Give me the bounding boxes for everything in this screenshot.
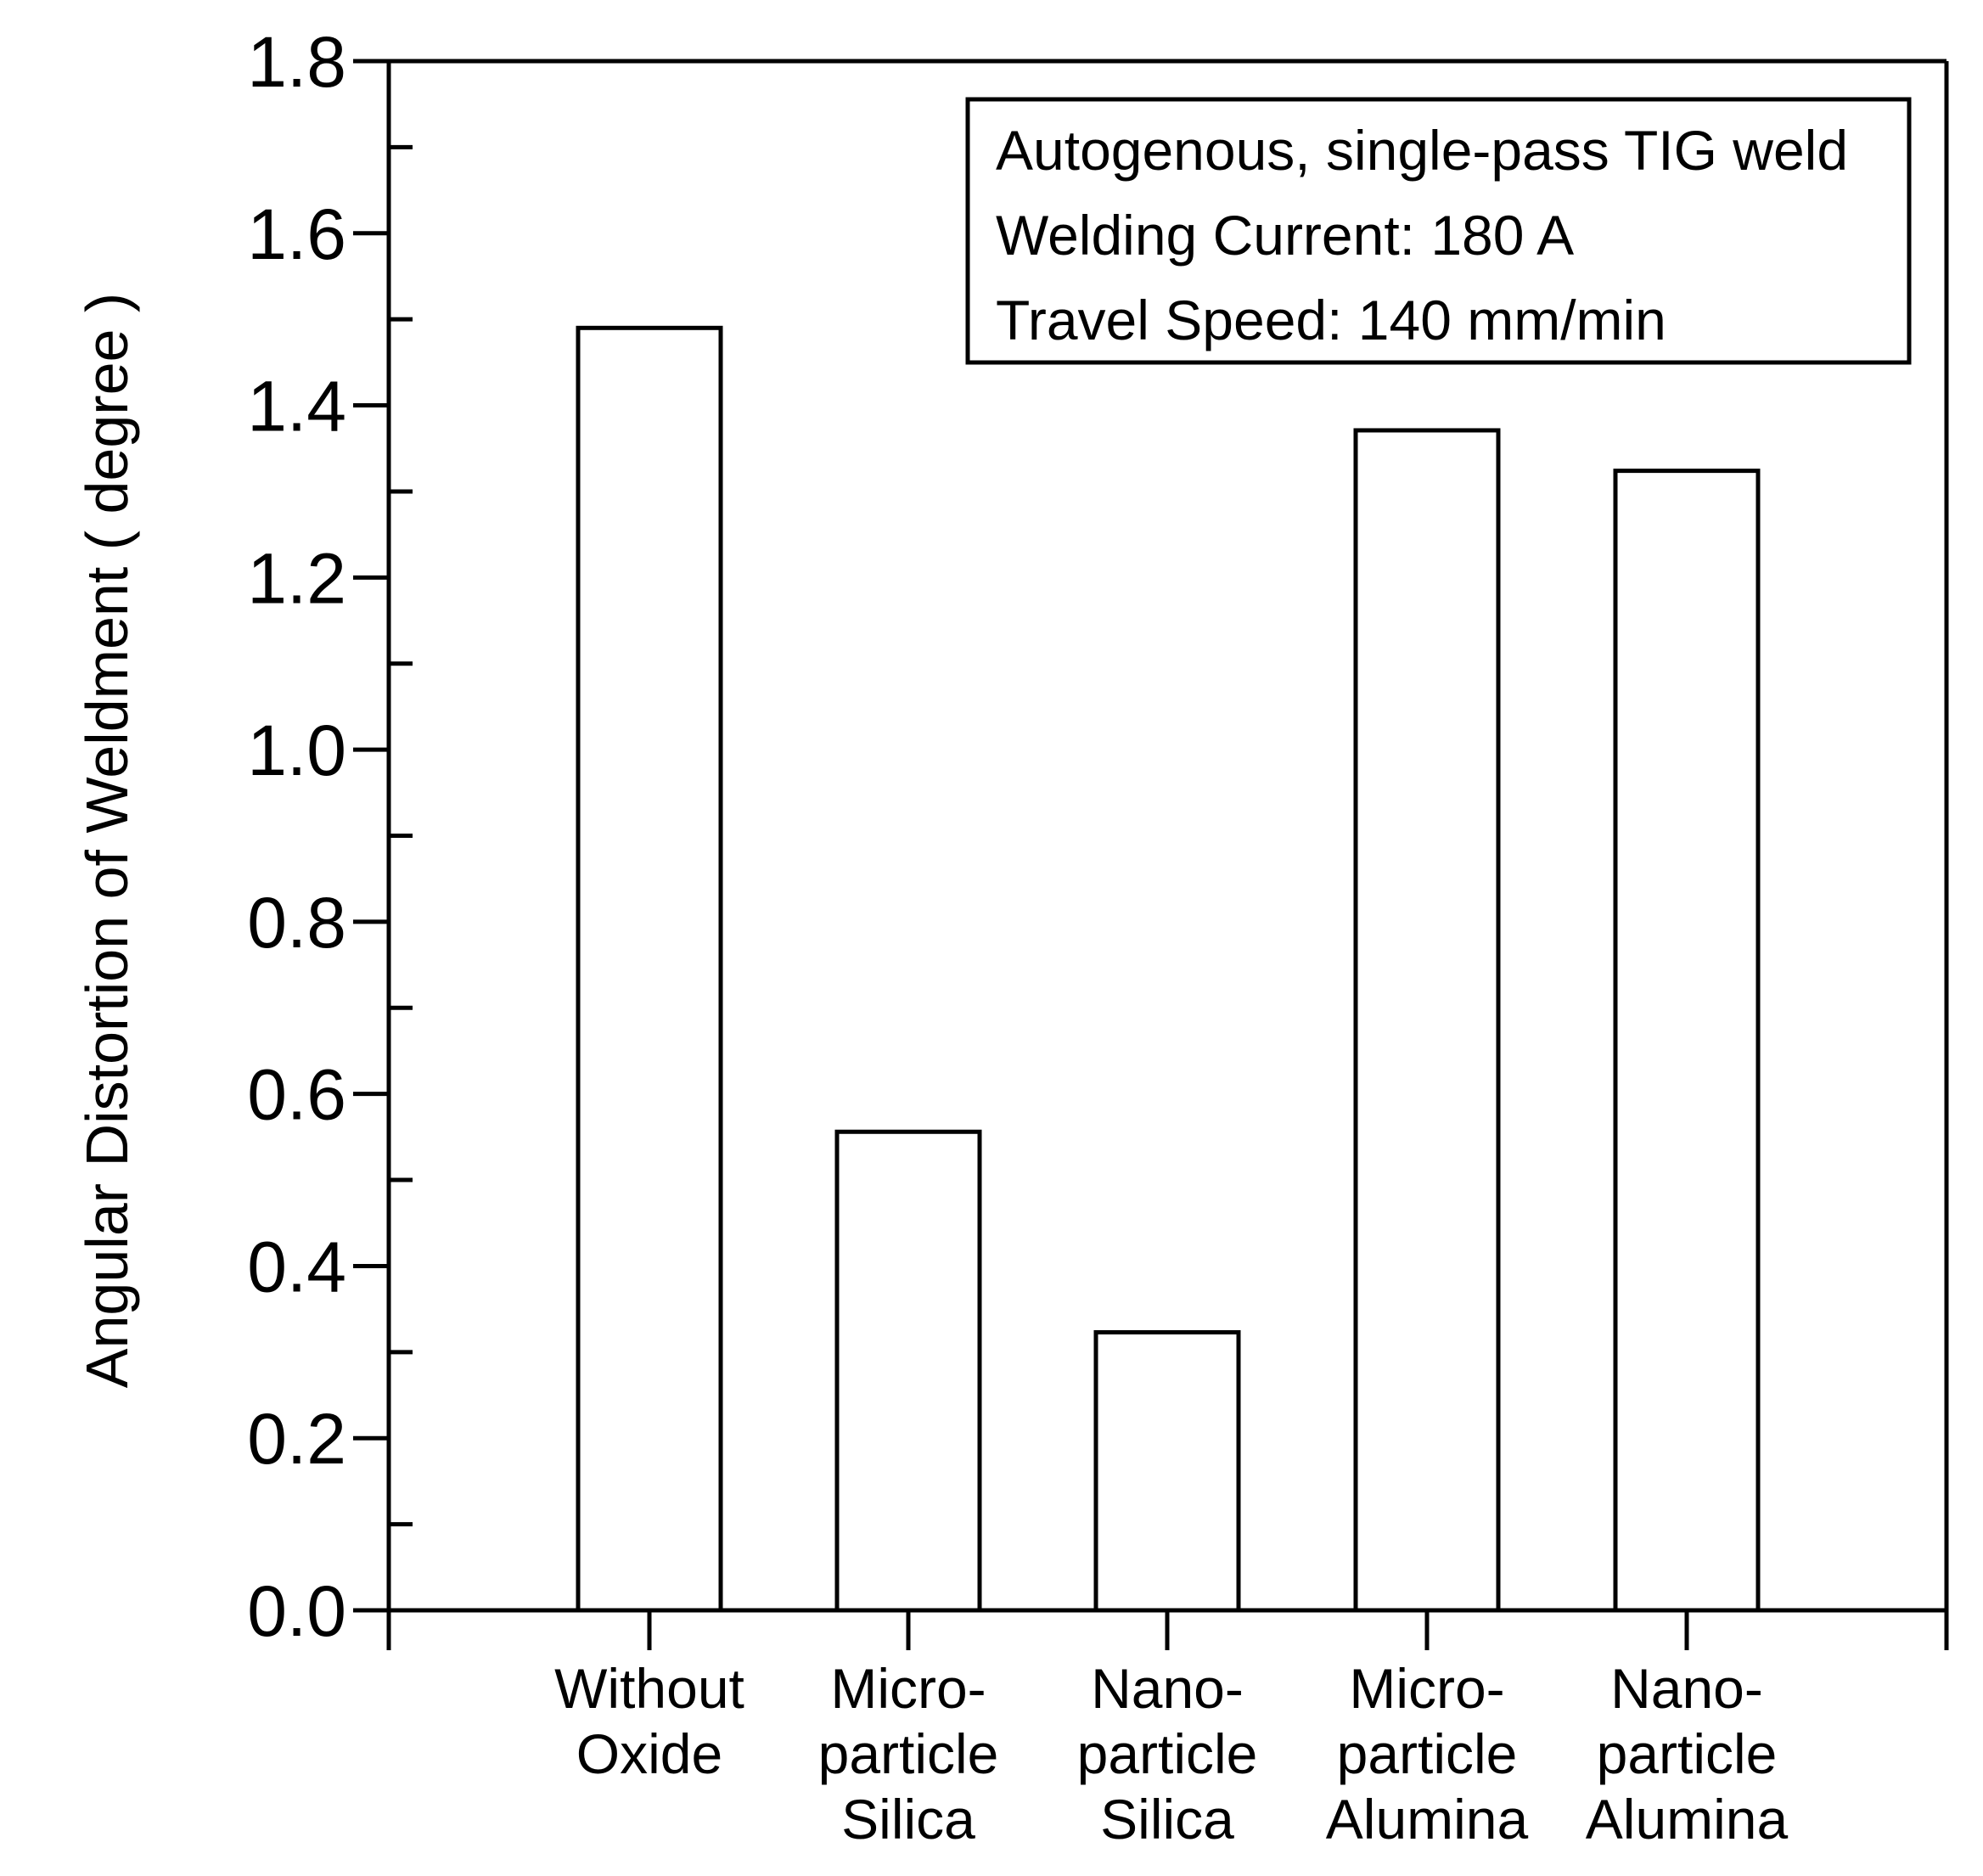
annotation-frame [965, 97, 1912, 365]
bar-4 [1353, 428, 1501, 1613]
annotation-line-3: Travel Speed: 140 mm/min [996, 289, 1666, 351]
category-label: Micro- [1349, 1657, 1504, 1720]
category-label: Nano- [1610, 1657, 1763, 1720]
bar-2 [834, 1129, 982, 1613]
y-axis-title: Angular Distortion of Weldment ( degree … [74, 293, 140, 1388]
bar-3 [1093, 1330, 1241, 1613]
y-tick-label: 0.4 [247, 1227, 346, 1306]
category-label: particle [1337, 1722, 1518, 1785]
y-tick-label: 0.2 [247, 1399, 346, 1479]
category-label: Without [554, 1657, 744, 1720]
y-tick-label: 1.2 [247, 538, 346, 618]
annotation-line-2: Welding Current: 180 A [996, 204, 1574, 267]
category-label: particle [1597, 1722, 1778, 1785]
category-label: Silica [1100, 1788, 1234, 1851]
y-tick-label: 0.0 [247, 1571, 346, 1651]
annotation-line-1: Autogenous, single-pass TIG weld [996, 119, 1848, 182]
y-tick-label: 0.8 [247, 883, 346, 963]
y-tick-label: 1.0 [247, 711, 346, 790]
category-label: particle [818, 1722, 999, 1785]
bar-5 [1613, 469, 1761, 1613]
bars [576, 325, 1761, 1613]
category-label: Alumina [1326, 1788, 1529, 1851]
y-tick-label: 1.4 [247, 367, 346, 447]
category-label: Alumina [1586, 1788, 1789, 1851]
bar-1 [576, 325, 723, 1613]
y-tick-label: 1.6 [247, 194, 346, 274]
category-label: Oxide [576, 1722, 722, 1785]
category-label: particle [1077, 1722, 1258, 1785]
category-label: Silica [841, 1788, 975, 1851]
annotation-box: Autogenous, single-pass TIG weld Welding… [965, 97, 1912, 365]
category-labels: WithoutOxideMicro-particleSilicaNano-par… [554, 1657, 1788, 1851]
y-tick-label: 1.8 [247, 22, 346, 102]
category-label: Nano- [1091, 1657, 1244, 1720]
y-ticks: 0.0 0.2 0.4 0.6 0.8 1.0 1.2 1.4 1.6 1.8 [247, 22, 413, 1651]
category-label: Micro- [830, 1657, 986, 1720]
y-tick-label: 0.6 [247, 1055, 346, 1135]
